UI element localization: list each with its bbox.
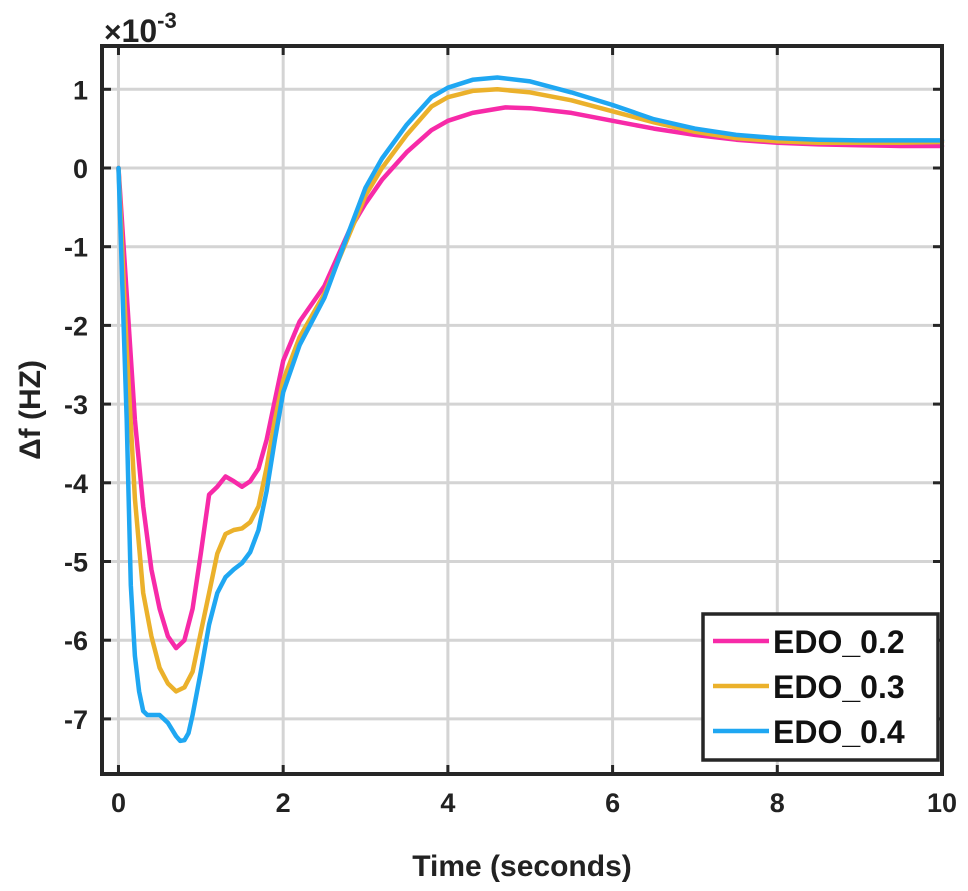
x-tick-label: 10: [927, 788, 957, 818]
y-tick-label: -2: [64, 311, 88, 341]
x-tick-label: 0: [111, 788, 126, 818]
x-tick-label: 4: [440, 788, 455, 818]
y-axis-multiplier: ×10-3: [104, 8, 177, 49]
y-tick-label: 1: [73, 75, 88, 105]
plot-frame: [100, 44, 944, 776]
x-tick-label: 8: [770, 788, 785, 818]
legend-label-1: EDO_0.2: [773, 624, 905, 660]
x-tick-label: 2: [276, 788, 291, 818]
y-tick-label: -5: [64, 548, 88, 578]
series-lines: [116, 75, 945, 744]
y-axis-label: Δf (HZ): [14, 360, 47, 460]
legend-label-3: EDO_0.4: [773, 714, 905, 750]
y-tick-label: -1: [64, 233, 88, 263]
x-tick-label: 6: [605, 788, 620, 818]
x-axis-label: Time (seconds): [412, 850, 632, 883]
legend: EDO_0.2 EDO_0.3 EDO_0.4: [701, 612, 940, 762]
y-tick-label: -4: [64, 469, 88, 499]
legend-label-2: EDO_0.3: [773, 669, 905, 705]
series-line-3: [116, 75, 945, 744]
series-line-2: [116, 87, 945, 694]
series-line-1: [116, 105, 945, 651]
y-tick-label: -6: [64, 626, 88, 656]
y-tick-label: -3: [64, 390, 88, 420]
y-tick-label: -7: [64, 705, 88, 735]
y-tick-label: 0: [73, 154, 88, 184]
